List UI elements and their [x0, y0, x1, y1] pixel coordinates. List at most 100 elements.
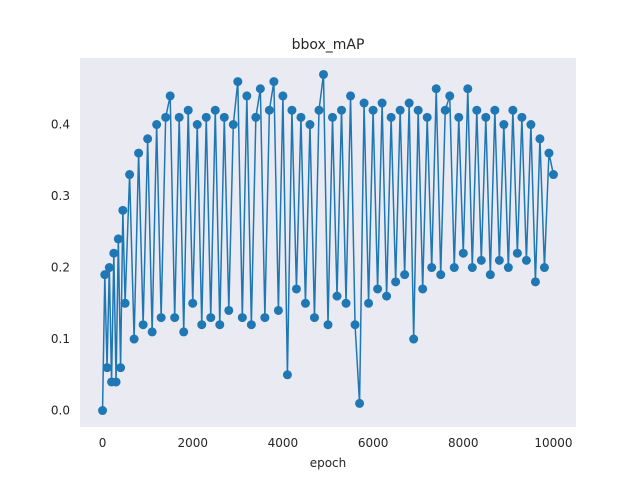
y-tick-label: 0.2: [51, 261, 70, 275]
data-point: [328, 112, 338, 122]
data-point: [255, 84, 265, 94]
data-point: [530, 277, 540, 287]
data-point: [273, 305, 283, 315]
data-point: [228, 120, 238, 130]
data-point: [548, 170, 558, 180]
x-axis-label: epoch: [310, 456, 347, 470]
data-point: [431, 84, 441, 94]
data-point: [125, 170, 135, 180]
series-line: [101, 74, 555, 411]
data-point: [472, 105, 482, 115]
data-point: [350, 320, 360, 330]
data-point: [98, 406, 108, 416]
data-point: [346, 91, 356, 101]
y-tick-label: 0.4: [51, 118, 70, 132]
x-tick-label: 8000: [448, 436, 479, 450]
data-point: [503, 263, 513, 273]
data-point: [183, 105, 193, 115]
data-point: [485, 270, 495, 280]
data-point: [242, 91, 252, 101]
data-point: [337, 105, 347, 115]
data-point: [192, 120, 202, 130]
data-point: [521, 255, 531, 265]
data-point: [490, 105, 500, 115]
data-point: [109, 248, 119, 258]
data-point: [134, 148, 144, 158]
data-point: [179, 327, 189, 337]
data-point: [305, 120, 315, 130]
data-point: [300, 298, 310, 308]
data-point: [499, 120, 509, 130]
data-point: [445, 91, 455, 101]
data-point: [386, 112, 396, 122]
data-point: [237, 313, 247, 323]
data-point: [413, 105, 423, 115]
data-point: [147, 327, 157, 337]
data-point: [404, 98, 414, 108]
y-tick-label: 0.3: [51, 189, 70, 203]
data-point: [104, 263, 114, 273]
data-point: [539, 263, 549, 273]
data-point: [318, 69, 328, 79]
data-point: [278, 91, 288, 101]
data-point: [100, 270, 110, 280]
data-point: [116, 363, 126, 373]
data-point: [188, 298, 198, 308]
data-point: [440, 105, 450, 115]
data-point: [323, 320, 333, 330]
data-point: [264, 105, 274, 115]
data-point: [309, 313, 319, 323]
data-point: [233, 77, 243, 87]
data-point: [508, 105, 518, 115]
data-point: [287, 105, 297, 115]
data-point: [535, 134, 545, 144]
data-point: [481, 112, 491, 122]
data-point: [291, 284, 301, 294]
x-tick-label: 10000: [534, 436, 572, 450]
data-point: [476, 255, 486, 265]
data-point: [206, 313, 216, 323]
data-point: [359, 98, 369, 108]
data-point: [368, 105, 378, 115]
data-point: [517, 112, 527, 122]
x-tick-label: 4000: [268, 436, 299, 450]
data-point: [118, 205, 128, 215]
x-tick-label: 6000: [358, 436, 389, 450]
data-point: [377, 98, 387, 108]
data-point: [427, 263, 437, 273]
data-point: [454, 112, 464, 122]
data-point: [161, 112, 171, 122]
data-point: [355, 398, 365, 408]
data-point: [260, 313, 270, 323]
data-point: [314, 105, 324, 115]
data-point: [512, 248, 522, 258]
data-point: [269, 77, 279, 87]
data-point: [494, 255, 504, 265]
data-point: [138, 320, 148, 330]
data-point: [458, 248, 468, 258]
data-point: [373, 284, 383, 294]
data-point: [120, 298, 130, 308]
data-point: [364, 298, 374, 308]
data-point: [197, 320, 207, 330]
data-point: [201, 112, 211, 122]
data-point: [129, 334, 139, 344]
data-point: [246, 320, 256, 330]
data-point: [174, 112, 184, 122]
data-point: [341, 298, 351, 308]
data-point: [113, 234, 123, 244]
data-point: [463, 84, 473, 94]
data-point: [224, 305, 234, 315]
series-layer: [98, 69, 558, 416]
data-point: [436, 270, 446, 280]
data-point: [282, 370, 292, 380]
data-point: [382, 291, 392, 301]
data-point: [400, 270, 410, 280]
data-point: [332, 291, 342, 301]
y-axis-ticks: 0.0 0.1 0.2 0.3 0.4: [51, 118, 70, 418]
y-tick-label: 0.1: [51, 332, 70, 346]
data-point: [219, 112, 229, 122]
data-point: [544, 148, 554, 158]
data-point: [395, 105, 405, 115]
